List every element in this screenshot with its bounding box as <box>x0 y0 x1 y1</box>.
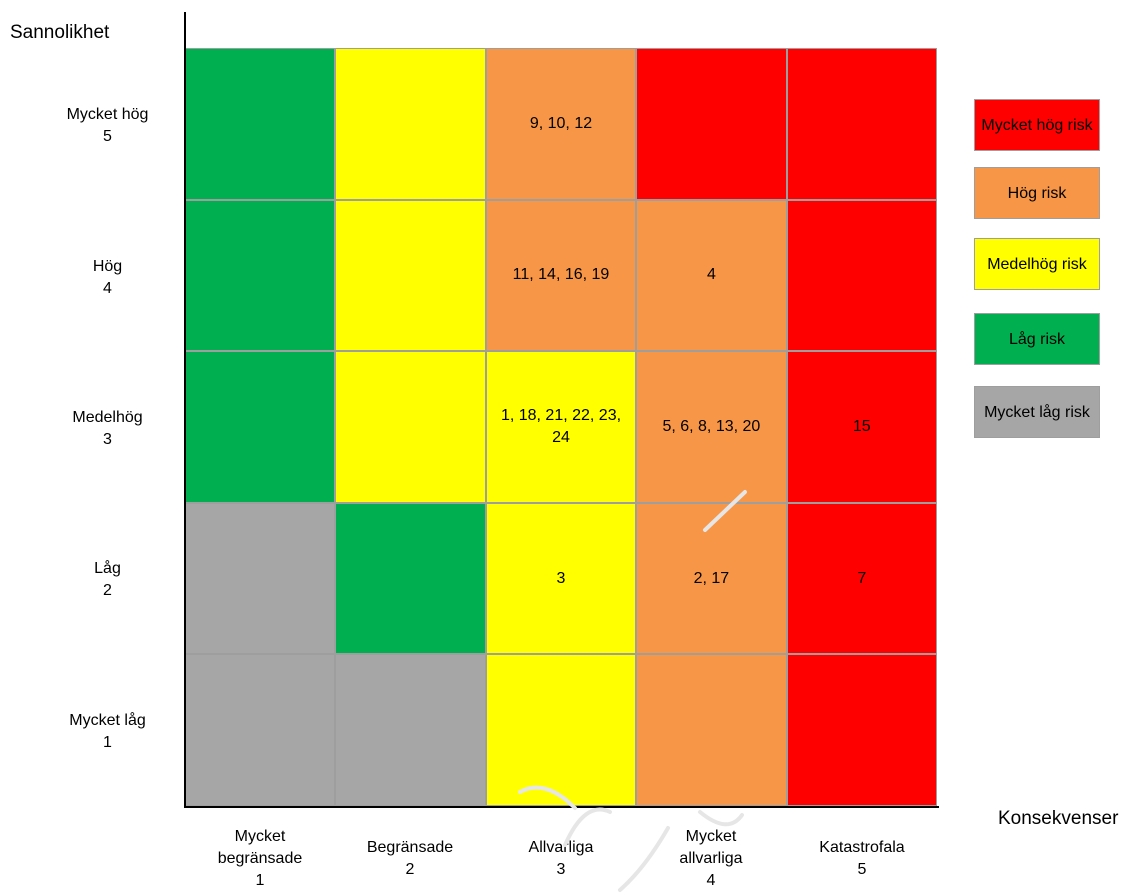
matrix-cell: 7 <box>786 502 937 655</box>
matrix-cell: 11, 14, 16, 19 <box>485 199 637 352</box>
matrix-cell <box>786 48 937 200</box>
y-tick-value: 5 <box>103 128 112 145</box>
y-tick-label: Mycket hög <box>66 106 149 123</box>
matrix-cell: 3 <box>485 502 637 655</box>
risk-matrix: 9, 10, 12 11, 14, 16, 19 4 1, 18, 21, 22… <box>185 48 937 806</box>
matrix-cell <box>185 502 336 655</box>
matrix-cell <box>185 654 336 806</box>
y-tick-1: Mycket låg 1 <box>30 710 185 754</box>
y-tick-label: Låg <box>94 560 121 577</box>
x-axis-title: Konsekvenser <box>998 808 1119 829</box>
y-axis-line <box>184 12 186 808</box>
matrix-cell: 4 <box>636 199 787 352</box>
matrix-cell <box>335 48 486 200</box>
x-tick-value: 5 <box>857 861 867 878</box>
x-tick-label: Allvarliga <box>528 839 594 856</box>
y-axis-title: Sannolikhet <box>10 22 110 43</box>
x-tick-label: Mycket <box>234 828 286 845</box>
x-tick-label: Katastrofala <box>819 839 905 856</box>
matrix-cell: 5, 6, 8, 13, 20 <box>636 351 787 503</box>
x-tick-2: Begränsade 2 <box>335 837 485 881</box>
legend-low-risk: Låg risk <box>974 313 1100 365</box>
matrix-cell <box>185 48 336 200</box>
x-tick-label: allvarliga <box>679 850 743 867</box>
x-tick-4: Mycket allvarliga 4 <box>636 826 786 892</box>
matrix-cell: 9, 10, 12 <box>485 48 637 200</box>
x-axis-line <box>184 806 939 808</box>
y-tick-5: Mycket hög 5 <box>30 104 185 148</box>
x-tick-value: 3 <box>556 861 566 878</box>
x-tick-label: Mycket <box>685 828 737 845</box>
matrix-cell <box>185 199 336 352</box>
x-tick-value: 4 <box>706 872 716 889</box>
y-tick-label: Medelhög <box>72 409 143 426</box>
matrix-cell <box>485 654 637 806</box>
y-tick-value: 3 <box>103 431 112 448</box>
legend-very-high-risk: Mycket hög risk <box>974 99 1100 151</box>
x-tick-1: Mycket begränsade 1 <box>185 826 335 892</box>
x-tick-5: Katastrofala 5 <box>787 837 937 881</box>
legend-medium-risk: Medelhög risk <box>974 238 1100 290</box>
matrix-cell <box>335 654 486 806</box>
legend-high-risk: Hög risk <box>974 167 1100 219</box>
y-tick-label: Mycket låg <box>69 712 146 729</box>
x-tick-label: begränsade <box>217 850 303 867</box>
x-tick-3: Allvarliga 3 <box>486 837 636 881</box>
y-tick-4: Hög 4 <box>30 256 185 300</box>
matrix-cell <box>636 48 787 200</box>
x-tick-value: 2 <box>405 861 415 878</box>
matrix-cell <box>335 351 486 503</box>
matrix-cell: 2, 17 <box>636 502 787 655</box>
y-tick-2: Låg 2 <box>30 558 185 602</box>
x-tick-label: Begränsade <box>366 839 454 856</box>
x-tick-value: 1 <box>255 872 265 889</box>
y-tick-value: 2 <box>103 582 112 599</box>
y-tick-value: 1 <box>103 734 112 751</box>
legend-very-low-risk: Mycket låg risk <box>974 386 1100 438</box>
y-tick-value: 4 <box>103 280 112 297</box>
matrix-cell: 15 <box>786 351 937 503</box>
y-tick-3: Medelhög 3 <box>30 407 185 451</box>
matrix-cell <box>335 199 486 352</box>
matrix-cell: 1, 18, 21, 22, 23, 24 <box>485 351 637 503</box>
matrix-cell <box>185 351 336 503</box>
matrix-cell <box>786 654 937 806</box>
matrix-cell <box>786 199 937 352</box>
matrix-cell <box>636 654 787 806</box>
y-tick-label: Hög <box>92 258 123 275</box>
matrix-cell <box>335 502 486 655</box>
